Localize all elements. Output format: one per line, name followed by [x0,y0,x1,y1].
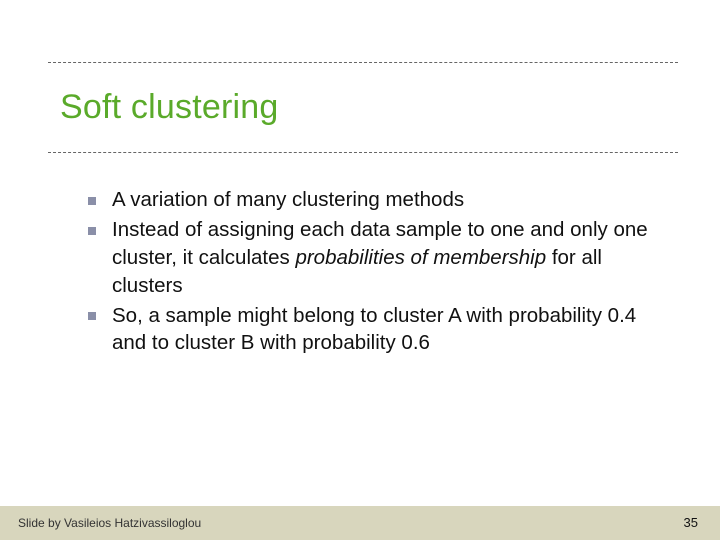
list-item: A variation of many clustering methods [88,186,660,214]
list-item: Instead of assigning each data sample to… [88,216,660,300]
divider-bottom [48,152,678,153]
footer-credit: Slide by Vasileios Hatzivassiloglou [18,516,201,530]
bullet-text: So, a sample might belong to cluster A w… [112,304,636,355]
divider-top [48,62,678,63]
bullet-list: A variation of many clustering methods I… [88,186,660,359]
bullet-text: A variation of many clustering methods [112,188,464,211]
slide-title: Soft clustering [60,88,278,127]
bullet-text-emphasis: probabilities of membership [295,246,546,269]
page-number: 35 [684,515,698,530]
slide: Soft clustering A variation of many clus… [0,0,720,540]
list-item: So, a sample might belong to cluster A w… [88,302,660,358]
